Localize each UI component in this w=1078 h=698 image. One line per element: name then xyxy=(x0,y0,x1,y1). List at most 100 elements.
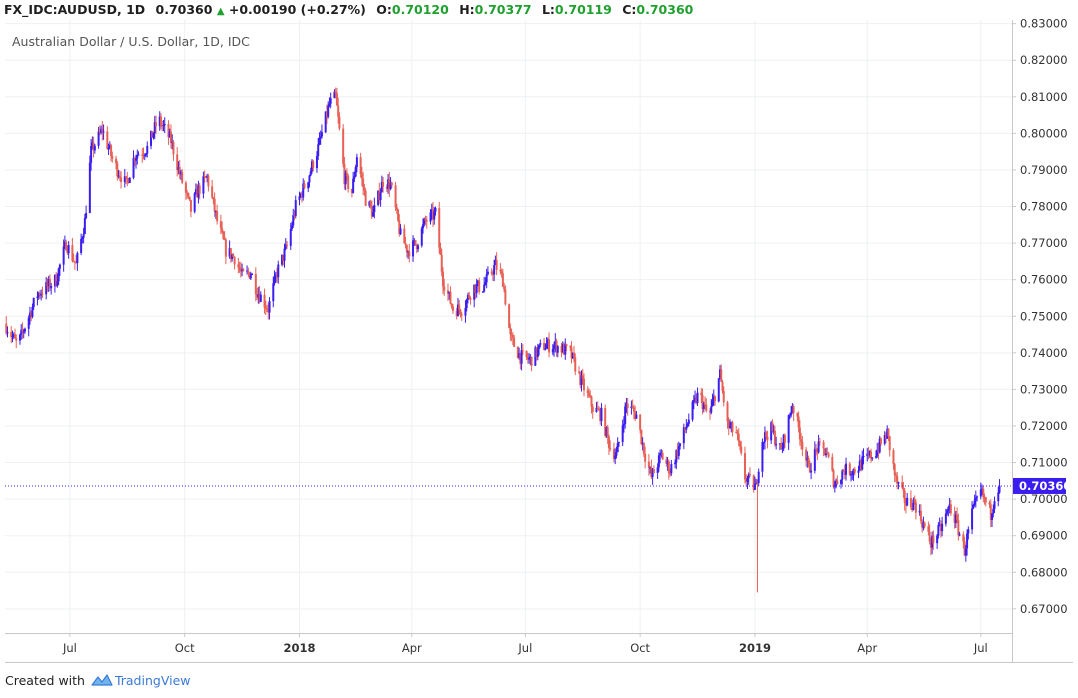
candle-up[interactable] xyxy=(971,508,974,530)
candle-down[interactable] xyxy=(161,125,164,127)
candle-up[interactable] xyxy=(328,103,331,106)
candle-down[interactable] xyxy=(639,414,642,430)
candle-up[interactable] xyxy=(972,504,975,509)
candle-up[interactable] xyxy=(413,240,416,242)
candle-up[interactable] xyxy=(554,340,557,346)
candle-up[interactable] xyxy=(302,183,305,198)
candle-up[interactable] xyxy=(246,270,249,272)
candle-down[interactable] xyxy=(491,273,494,275)
candle-up[interactable] xyxy=(897,482,900,484)
candle-up[interactable] xyxy=(791,406,794,413)
candle-up[interactable] xyxy=(651,469,654,478)
candle-down[interactable] xyxy=(640,429,643,444)
candle-up[interactable] xyxy=(179,172,182,175)
candle-up[interactable] xyxy=(162,125,165,127)
candle-down[interactable] xyxy=(345,172,348,176)
candle-down[interactable] xyxy=(962,534,965,542)
candle-down[interactable] xyxy=(573,352,576,358)
candle-down[interactable] xyxy=(203,176,206,178)
candle-up[interactable] xyxy=(617,442,620,444)
candle-down[interactable] xyxy=(815,448,818,450)
candle-down[interactable] xyxy=(41,293,44,295)
candle-down[interactable] xyxy=(783,434,786,443)
candle-down[interactable] xyxy=(312,161,315,169)
candle-up[interactable] xyxy=(906,497,909,506)
candle-down[interactable] xyxy=(237,264,240,268)
candle-up[interactable] xyxy=(333,91,336,99)
candle-up[interactable] xyxy=(790,412,793,416)
candle-down[interactable] xyxy=(450,303,453,307)
candle-up[interactable] xyxy=(135,158,138,161)
candle-down[interactable] xyxy=(414,240,417,245)
candle-up[interactable] xyxy=(464,308,467,316)
candle-down[interactable] xyxy=(574,357,577,372)
candle-down[interactable] xyxy=(364,190,367,206)
candle-up[interactable] xyxy=(475,284,478,294)
candle-down[interactable] xyxy=(359,157,362,175)
candle-down[interactable] xyxy=(388,179,391,189)
candle-up[interactable] xyxy=(666,461,669,464)
candle-up[interactable] xyxy=(788,415,791,417)
candle-down[interactable] xyxy=(893,464,896,475)
candle-down[interactable] xyxy=(395,207,398,210)
candle-down[interactable] xyxy=(408,251,411,257)
candle-up[interactable] xyxy=(958,534,961,536)
candle-down[interactable] xyxy=(398,220,401,235)
candle-down[interactable] xyxy=(923,522,926,527)
candle-down[interactable] xyxy=(167,124,170,138)
candle-up[interactable] xyxy=(691,401,694,420)
candle-down[interactable] xyxy=(347,175,350,190)
candle-up[interactable] xyxy=(850,474,853,476)
candle-down[interactable] xyxy=(743,453,746,480)
candle-up[interactable] xyxy=(840,479,843,485)
candle-up[interactable] xyxy=(193,193,196,212)
candle-down[interactable] xyxy=(169,131,172,143)
candle-up[interactable] xyxy=(80,239,83,253)
candle-down[interactable] xyxy=(929,541,932,548)
candle-up[interactable] xyxy=(422,224,425,229)
candle-up[interactable] xyxy=(813,448,816,471)
candle-down[interactable] xyxy=(111,156,114,159)
candle-up[interactable] xyxy=(692,400,695,402)
candle-down[interactable] xyxy=(519,353,522,364)
candle-down[interactable] xyxy=(869,451,872,459)
candle-up[interactable] xyxy=(858,460,861,471)
candle-down[interactable] xyxy=(597,409,600,411)
candle-down[interactable] xyxy=(133,157,136,161)
candle-down[interactable] xyxy=(242,269,245,272)
candle-up[interactable] xyxy=(806,458,809,461)
candle-up[interactable] xyxy=(50,286,53,289)
candle-down[interactable] xyxy=(570,347,573,359)
candle-up[interactable] xyxy=(45,282,48,295)
candle-down[interactable] xyxy=(569,346,572,348)
candle-up[interactable] xyxy=(954,514,957,523)
candle-down[interactable] xyxy=(212,197,215,199)
candle-down[interactable] xyxy=(818,441,821,443)
candle-down[interactable] xyxy=(586,390,589,394)
candle-down[interactable] xyxy=(363,187,366,191)
candle-down[interactable] xyxy=(266,308,269,310)
candle-down[interactable] xyxy=(204,176,207,178)
candle-up[interactable] xyxy=(18,334,21,341)
candle-up[interactable] xyxy=(283,248,286,261)
candle-up[interactable] xyxy=(145,153,148,156)
candle-down[interactable] xyxy=(860,460,863,470)
candle-up[interactable] xyxy=(615,452,618,456)
candle-up[interactable] xyxy=(493,265,496,275)
candle-down[interactable] xyxy=(151,131,154,138)
candle-up[interactable] xyxy=(284,244,287,249)
candle-up[interactable] xyxy=(946,510,949,514)
candle-down[interactable] xyxy=(504,289,507,305)
candle-up[interactable] xyxy=(841,470,844,480)
candle-up[interactable] xyxy=(546,339,549,345)
candle-up[interactable] xyxy=(580,375,583,385)
candle-down[interactable] xyxy=(612,449,615,460)
candle-up[interactable] xyxy=(448,291,451,294)
candle-down[interactable] xyxy=(816,448,819,453)
candle-down[interactable] xyxy=(705,404,708,411)
candle-up[interactable] xyxy=(107,148,110,150)
candle-up[interactable] xyxy=(28,312,31,318)
candle-down[interactable] xyxy=(513,337,516,347)
candle-up[interactable] xyxy=(100,128,103,133)
candle-down[interactable] xyxy=(369,201,372,207)
